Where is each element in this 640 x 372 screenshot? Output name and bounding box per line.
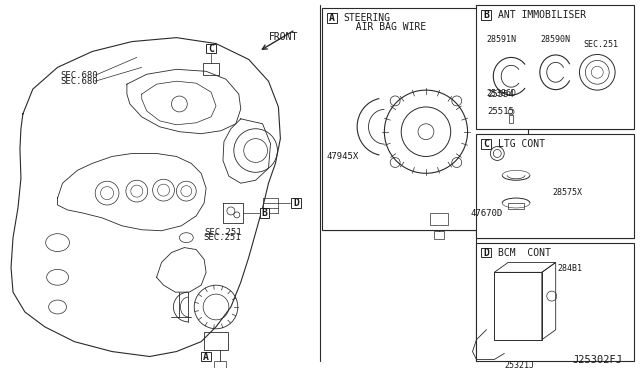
Bar — [476, 5, 634, 129]
Text: 25515: 25515 — [487, 107, 514, 116]
Bar — [476, 243, 634, 362]
Text: J25302FJ: J25302FJ — [573, 355, 623, 365]
Bar — [434, 231, 444, 239]
Text: 28590N: 28590N — [541, 35, 571, 44]
Text: FRONT: FRONT — [269, 32, 298, 42]
Text: 25386D: 25386D — [486, 89, 516, 98]
Bar — [476, 134, 634, 238]
Text: SEC.251: SEC.251 — [584, 39, 618, 49]
Text: 28591N: 28591N — [486, 35, 516, 44]
Bar — [214, 362, 226, 371]
Bar — [260, 208, 269, 218]
Text: D: D — [293, 198, 299, 208]
Bar — [291, 198, 301, 208]
Bar — [327, 13, 337, 23]
Bar — [481, 10, 492, 20]
Bar — [322, 8, 528, 230]
Bar — [481, 139, 492, 148]
Text: 47945X: 47945X — [327, 151, 359, 160]
Bar — [494, 272, 542, 340]
Text: 25321J: 25321J — [504, 362, 534, 371]
Bar — [204, 332, 228, 350]
Text: 25554: 25554 — [487, 90, 514, 99]
Text: 28575X: 28575X — [553, 188, 582, 197]
Text: 284B1: 284B1 — [557, 264, 582, 273]
Text: A: A — [203, 352, 209, 362]
Text: STEERING: STEERING — [344, 13, 391, 23]
Text: 47670D: 47670D — [470, 209, 503, 218]
Bar — [509, 115, 513, 123]
Text: SEC.251: SEC.251 — [203, 233, 241, 242]
Bar — [203, 63, 219, 75]
Text: C: C — [208, 44, 214, 54]
Text: BCM  CONT: BCM CONT — [499, 248, 551, 257]
Text: LTG CONT: LTG CONT — [499, 139, 545, 149]
Text: A: A — [329, 13, 335, 23]
Bar — [201, 352, 211, 362]
Text: AIR BAG WIRE: AIR BAG WIRE — [344, 22, 426, 32]
Text: SEC.680: SEC.680 — [61, 71, 98, 80]
Text: C: C — [483, 139, 490, 148]
Text: SEC.251: SEC.251 — [204, 228, 242, 237]
Text: B: B — [262, 208, 268, 218]
Text: B: B — [483, 10, 490, 20]
Bar — [481, 248, 492, 257]
Bar — [206, 44, 216, 54]
Text: D: D — [483, 247, 490, 257]
Bar — [430, 213, 448, 225]
Text: SEC.680: SEC.680 — [61, 77, 98, 86]
Text: ANT IMMOBILISER: ANT IMMOBILISER — [499, 10, 586, 20]
Bar — [508, 203, 524, 209]
